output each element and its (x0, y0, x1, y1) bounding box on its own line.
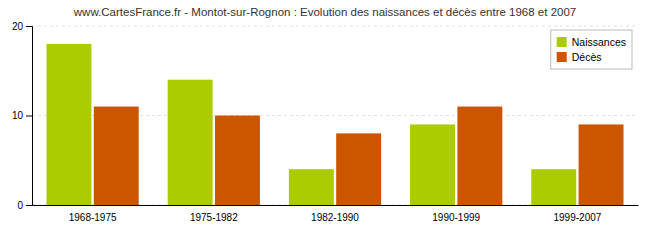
x-tick: 1975-1982 (190, 212, 238, 223)
tick-label: 10 (12, 110, 24, 121)
title: www.CartesFrance.fr - Montot-sur-Rognon … (73, 6, 576, 18)
x-tick: 1999-2007 (553, 212, 601, 223)
grid-line (32, 26, 638, 27)
bar (579, 124, 624, 205)
bar (215, 116, 260, 206)
x-tick: 1990-1999 (432, 212, 480, 223)
bar (336, 133, 381, 205)
x-tick: 1968-1975 (69, 212, 117, 223)
legend-item: Décès (557, 51, 602, 63)
y-tick: 10 (12, 110, 32, 121)
y-tick: 20 (12, 21, 32, 32)
chart: www.CartesFrance.fr - Montot-sur-Rognon … (0, 0, 650, 229)
tick-label: 1975-1982 (190, 212, 238, 223)
tick-mark (26, 26, 32, 27)
bar (46, 44, 91, 205)
grid (32, 26, 638, 205)
axis-line (33, 205, 639, 206)
tick-label: 1968-1975 (69, 212, 117, 223)
legend-swatch (557, 37, 567, 47)
bar (289, 169, 334, 205)
x-axis: 1968-1975 1975-1982 1982-1990 1990-1999 1999… (33, 206, 639, 224)
y-tick: 0 (17, 200, 32, 211)
legend-item: Naissances (557, 36, 626, 48)
tick-label: 1982-1990 (311, 212, 359, 223)
bar (531, 169, 576, 205)
legend-label: Décès (572, 51, 602, 63)
bar (168, 80, 213, 205)
bars (46, 44, 623, 205)
x-tick: 1982-1990 (311, 212, 359, 223)
plot: 0 10 20 1968-1975 1975-1982 1982-1990 1990-199… (12, 21, 639, 223)
tick-label: 0 (17, 200, 23, 211)
bar (410, 124, 455, 205)
tick-mark (26, 205, 32, 206)
tick-label: 1990-1999 (432, 212, 480, 223)
bar (457, 107, 502, 205)
legend-label: Naissances (572, 36, 626, 48)
axis-line (26, 27, 33, 206)
legend-box (551, 30, 632, 69)
tick-label: 20 (12, 21, 24, 32)
tick-mark (26, 116, 32, 117)
bar (94, 107, 139, 205)
legend-swatch (557, 52, 567, 62)
tick-label: 1999-2007 (553, 212, 601, 223)
legend: Naissances Décès (551, 30, 632, 69)
y-axis: 0 10 20 (12, 21, 33, 211)
